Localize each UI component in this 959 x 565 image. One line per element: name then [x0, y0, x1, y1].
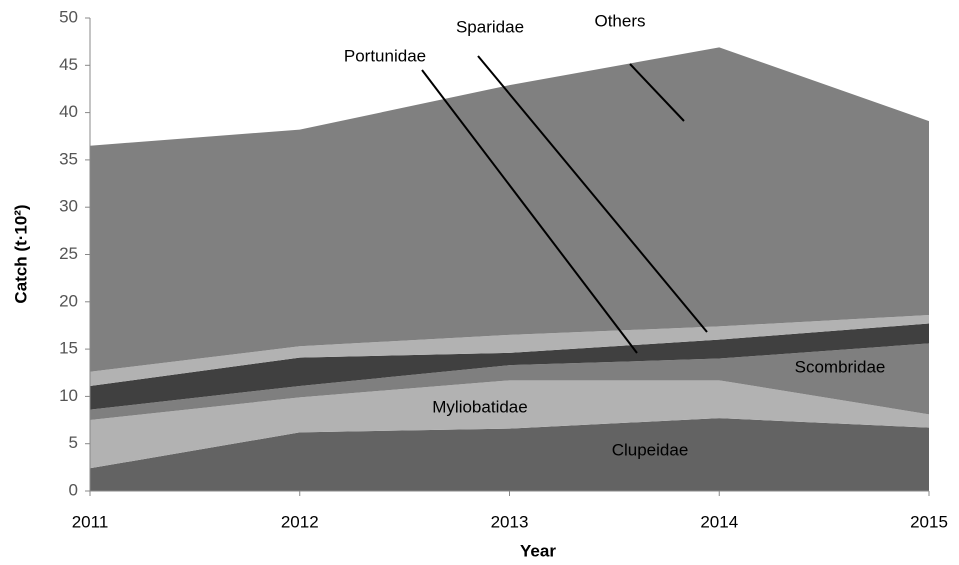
series-label: Clupeidae [612, 440, 689, 459]
x-tick-label: 2011 [72, 512, 109, 531]
y-axis-label: Catch (t·10²) [11, 204, 30, 303]
area [90, 418, 929, 491]
series-label: Sparidae [456, 17, 524, 36]
y-tick-label: 40 [59, 102, 78, 121]
series-label: Portunidae [344, 46, 426, 65]
annotation-leader [421, 69, 638, 354]
area [90, 380, 929, 469]
areas [90, 47, 929, 491]
area [90, 323, 929, 410]
overlay: 0 5 10 15 20 25 30 35 40 45 50 2011 2012 2013 2014 2015… [59, 7, 948, 531]
annotation-leader [629, 63, 685, 122]
y-tick-label: 35 [59, 149, 78, 168]
x-tick-label: 2014 [700, 512, 738, 531]
series-label: Myliobatidae [432, 397, 527, 416]
x-tick-label: 2013 [491, 512, 529, 531]
series-label: Scombridae [795, 357, 886, 376]
y-tick-label: 50 [59, 7, 78, 26]
series-label: Others [594, 11, 645, 30]
area [90, 315, 929, 386]
y-tick-label: 0 [69, 480, 78, 499]
y-tick-label: 10 [59, 386, 78, 405]
annotation-leader [477, 55, 708, 333]
y-tick-label: 5 [69, 433, 78, 452]
y-tick-label: 30 [59, 197, 78, 216]
area [90, 47, 929, 372]
y-tick-label: 15 [59, 339, 78, 358]
y-tick-label: 25 [59, 244, 78, 263]
y-tick-label: 20 [59, 291, 78, 310]
area [90, 343, 929, 421]
x-axis-label: Year [520, 541, 556, 560]
y-tick-label: 45 [59, 55, 78, 74]
x-tick-label: 2012 [281, 512, 319, 531]
x-tick-label: 2015 [910, 512, 948, 531]
